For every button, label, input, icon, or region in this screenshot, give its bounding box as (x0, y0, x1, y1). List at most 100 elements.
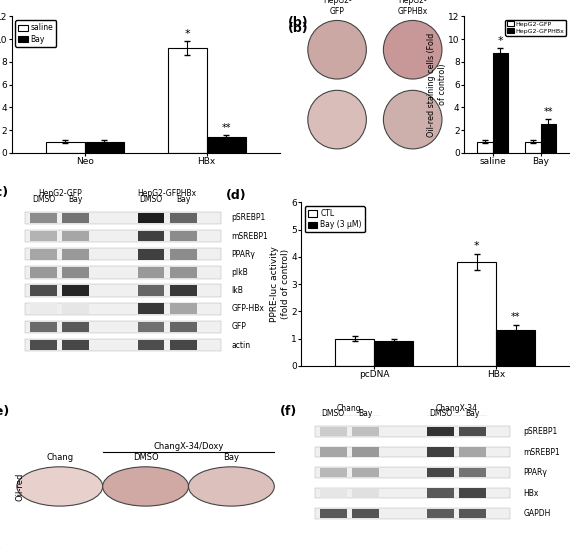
Circle shape (384, 91, 442, 149)
FancyBboxPatch shape (352, 447, 379, 457)
Text: GFP: GFP (231, 322, 246, 332)
FancyBboxPatch shape (170, 267, 197, 278)
FancyBboxPatch shape (25, 284, 221, 297)
Text: pSREBP1: pSREBP1 (524, 427, 558, 436)
Bar (525, 142, 540, 153)
FancyBboxPatch shape (459, 468, 486, 477)
FancyBboxPatch shape (352, 509, 379, 518)
Text: HepG2-GFP: HepG2-GFP (38, 189, 82, 198)
Circle shape (308, 91, 366, 149)
FancyBboxPatch shape (63, 340, 89, 350)
Text: **: ** (221, 123, 231, 133)
Text: HepG2-GFPHBx: HepG2-GFPHBx (137, 189, 197, 198)
Text: DMSO: DMSO (139, 195, 163, 204)
Text: **: ** (543, 107, 553, 116)
FancyBboxPatch shape (459, 489, 486, 497)
Text: *: * (497, 36, 503, 46)
Y-axis label: Oil-red staining cells (Fold
of control): Oil-red staining cells (Fold of control) (427, 32, 447, 137)
Y-axis label: PPRE-luc activity
(fold of control): PPRE-luc activity (fold of control) (270, 246, 290, 322)
FancyBboxPatch shape (137, 267, 164, 278)
FancyBboxPatch shape (63, 231, 89, 242)
FancyBboxPatch shape (170, 340, 197, 350)
FancyBboxPatch shape (137, 340, 164, 350)
FancyBboxPatch shape (25, 266, 221, 278)
Text: ChangX-34: ChangX-34 (436, 405, 478, 413)
Text: pIkB: pIkB (231, 268, 248, 277)
Text: *: * (474, 242, 480, 251)
Bar (167, 48, 206, 153)
Text: (e): (e) (0, 405, 10, 418)
FancyBboxPatch shape (352, 468, 379, 477)
FancyBboxPatch shape (137, 231, 164, 242)
Text: Bay: Bay (68, 195, 83, 204)
FancyBboxPatch shape (352, 489, 379, 497)
Text: Bay: Bay (223, 453, 239, 462)
Circle shape (189, 467, 274, 506)
FancyBboxPatch shape (352, 427, 379, 436)
FancyBboxPatch shape (427, 447, 454, 457)
FancyBboxPatch shape (25, 230, 221, 242)
Text: **: ** (511, 312, 520, 322)
FancyBboxPatch shape (459, 447, 486, 457)
Text: GFP-HBx: GFP-HBx (231, 304, 264, 313)
FancyBboxPatch shape (170, 304, 197, 314)
Title: HepG2-
GFPHBx: HepG2- GFPHBx (397, 0, 428, 16)
FancyBboxPatch shape (315, 488, 510, 498)
Text: *: * (184, 29, 190, 39)
Bar (85, 142, 124, 153)
Text: DMSO: DMSO (133, 453, 158, 462)
FancyBboxPatch shape (30, 322, 57, 332)
FancyBboxPatch shape (170, 285, 197, 296)
FancyBboxPatch shape (137, 285, 164, 296)
FancyBboxPatch shape (137, 249, 164, 260)
FancyBboxPatch shape (170, 212, 197, 223)
Text: (b): (b) (288, 16, 308, 30)
FancyBboxPatch shape (427, 468, 454, 477)
FancyBboxPatch shape (30, 285, 57, 296)
Bar (540, 125, 556, 153)
FancyBboxPatch shape (25, 321, 221, 333)
FancyBboxPatch shape (320, 509, 347, 518)
Text: pSREBP1: pSREBP1 (231, 214, 266, 222)
FancyBboxPatch shape (63, 322, 89, 332)
Legend: CTL, Bay (3 μM): CTL, Bay (3 μM) (305, 206, 365, 232)
FancyBboxPatch shape (427, 427, 454, 436)
FancyBboxPatch shape (315, 447, 510, 457)
FancyBboxPatch shape (320, 447, 347, 457)
Text: mSREBP1: mSREBP1 (231, 232, 268, 240)
FancyBboxPatch shape (25, 248, 221, 260)
Bar (45, 142, 85, 153)
FancyBboxPatch shape (427, 509, 454, 518)
FancyBboxPatch shape (170, 231, 197, 242)
Text: (f): (f) (279, 405, 297, 418)
Bar (477, 142, 493, 153)
Text: ChangX-34/Doxy: ChangX-34/Doxy (154, 442, 224, 451)
Text: Bay: Bay (466, 408, 480, 418)
Text: DMSO: DMSO (32, 195, 55, 204)
Y-axis label: Bay: Bay (0, 115, 8, 124)
FancyBboxPatch shape (30, 231, 57, 242)
Text: Bay: Bay (358, 408, 373, 418)
FancyBboxPatch shape (320, 489, 347, 497)
Text: Chang: Chang (337, 405, 362, 413)
FancyBboxPatch shape (30, 212, 57, 223)
FancyBboxPatch shape (137, 304, 164, 314)
Legend: saline, Bay: saline, Bay (16, 20, 56, 47)
Text: PPARγ: PPARγ (231, 250, 255, 259)
FancyBboxPatch shape (25, 339, 221, 351)
Text: DMSO: DMSO (322, 408, 345, 418)
FancyBboxPatch shape (63, 304, 89, 314)
Text: Oil-red: Oil-red (15, 472, 24, 501)
Text: Bay: Bay (176, 195, 190, 204)
FancyBboxPatch shape (427, 489, 454, 497)
Bar (206, 137, 246, 153)
FancyBboxPatch shape (320, 468, 347, 477)
Legend: HepG2-GFP, HepG2-GFPHBx: HepG2-GFP, HepG2-GFPHBx (505, 20, 566, 36)
FancyBboxPatch shape (63, 285, 89, 296)
Circle shape (308, 20, 366, 79)
FancyBboxPatch shape (459, 427, 486, 436)
FancyBboxPatch shape (315, 467, 510, 478)
FancyBboxPatch shape (63, 249, 89, 260)
Text: actin: actin (231, 341, 251, 350)
FancyBboxPatch shape (137, 322, 164, 332)
